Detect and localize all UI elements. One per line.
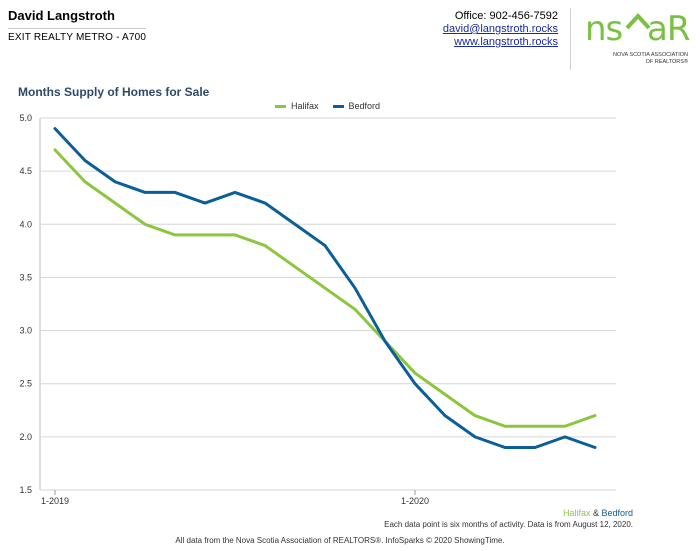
data-point-halifax bbox=[173, 233, 177, 237]
data-point-bedford bbox=[143, 191, 147, 194]
footer-series-a: Halifax bbox=[562, 508, 591, 518]
logo-wordmark: ns aR bbox=[585, 9, 691, 58]
legend-item-bedford: Bedford bbox=[332, 101, 381, 111]
y-tick-label: 2.0 bbox=[19, 432, 32, 442]
agent-name: David Langstroth bbox=[8, 8, 115, 23]
logo-wordmark-graphic: ns aR bbox=[585, 9, 691, 49]
data-point-bedford bbox=[53, 127, 57, 130]
footer-amp: & bbox=[590, 508, 602, 518]
data-point-halifax bbox=[443, 393, 447, 396]
nsar-logo: ns aR NOVA SCOTIA ASSOCIATION OF REALTOR… bbox=[570, 8, 699, 70]
data-point-bedford bbox=[413, 382, 417, 385]
data-point-halifax bbox=[233, 233, 237, 237]
data-point-bedford bbox=[533, 446, 537, 449]
data-point-bedford bbox=[443, 414, 447, 417]
data-point-halifax bbox=[593, 414, 597, 417]
y-tick-label: 3.5 bbox=[19, 272, 32, 282]
data-point-halifax bbox=[473, 414, 477, 417]
chart-grid bbox=[39, 117, 616, 491]
legend-swatch-bedford bbox=[332, 104, 344, 108]
logo-subtitle-line1: NOVA SCOTIA ASSOCIATION bbox=[613, 52, 688, 58]
data-point-halifax bbox=[83, 180, 87, 183]
website-link[interactable]: www.langstroth.rocks bbox=[454, 36, 558, 48]
data-point-halifax bbox=[323, 286, 327, 290]
data-point-bedford bbox=[593, 446, 597, 449]
legend-item-halifax: Halifax bbox=[275, 101, 319, 111]
agent-divider bbox=[8, 28, 146, 29]
data-point-bedford bbox=[263, 201, 267, 205]
y-tick-label: 4.0 bbox=[19, 219, 32, 229]
agent-office: EXIT REALTY METRO - A700 bbox=[8, 32, 147, 43]
x-tick-label: 1-2019 bbox=[41, 496, 69, 506]
series-lines bbox=[53, 127, 597, 449]
contact-info: Office: 902-456-7592 david@langstroth.ro… bbox=[443, 10, 558, 49]
y-tick-label: 1.5 bbox=[19, 485, 32, 495]
email-link[interactable]: david@langstroth.rocks bbox=[442, 23, 558, 35]
data-point-halifax bbox=[413, 371, 417, 375]
data-point-halifax bbox=[293, 265, 297, 268]
logo-subtitle-line2: OF REALTORS® bbox=[645, 59, 688, 65]
data-point-halifax bbox=[203, 233, 207, 237]
y-tick-label: 4.5 bbox=[19, 166, 32, 176]
y-tick-label: 5.0 bbox=[19, 113, 32, 123]
legend-label-bedford: Bedford bbox=[348, 101, 381, 111]
y-tick-label: 2.5 bbox=[19, 379, 32, 389]
data-point-bedford bbox=[83, 159, 87, 162]
data-point-halifax bbox=[503, 425, 507, 428]
y-tick-label: 3.0 bbox=[19, 326, 32, 336]
svg-text:aR: aR bbox=[647, 10, 690, 49]
data-point-halifax bbox=[353, 308, 357, 311]
data-point-halifax bbox=[53, 148, 57, 152]
data-point-bedford bbox=[113, 180, 117, 183]
data-point-halifax bbox=[563, 425, 567, 428]
data-point-halifax bbox=[263, 244, 267, 247]
data-point-bedford bbox=[293, 223, 297, 226]
data-point-bedford bbox=[473, 435, 477, 439]
data-point-halifax bbox=[533, 425, 537, 428]
footer-credit: All data from the Nova Scotia Associatio… bbox=[175, 536, 505, 545]
agent-info: David Langstroth EXIT REALTY METRO - A70… bbox=[8, 8, 148, 43]
x-axis-ticks: 1-2019 1-2020 bbox=[41, 490, 429, 506]
legend-swatch-halifax bbox=[275, 104, 286, 108]
chart-title: Months Supply of Homes for Sale bbox=[18, 85, 210, 99]
footer-note: Each data point is six months of activit… bbox=[384, 520, 633, 529]
data-point-bedford bbox=[203, 201, 207, 205]
data-point-bedford bbox=[383, 340, 387, 343]
data-point-bedford bbox=[173, 191, 177, 194]
legend-label-halifax: Halifax bbox=[291, 101, 319, 111]
data-point-bedford bbox=[503, 446, 507, 449]
office-phone: Office: 902-456-7592 bbox=[454, 10, 558, 22]
x-tick-label: 1-2020 bbox=[401, 496, 429, 506]
footer-series-label: Halifax & Bedford bbox=[563, 508, 633, 518]
data-point-bedford bbox=[353, 286, 357, 290]
data-point-bedford bbox=[233, 191, 237, 194]
svg-text:ns: ns bbox=[585, 10, 623, 49]
chart-legend: Halifax Bedford bbox=[275, 101, 380, 111]
footer-series-b: Bedford bbox=[601, 508, 633, 518]
data-point-halifax bbox=[113, 201, 117, 205]
data-point-bedford bbox=[323, 244, 327, 247]
logo-subtitle: NOVA SCOTIA ASSOCIATION OF REALTORS® bbox=[593, 52, 688, 66]
data-point-bedford bbox=[563, 435, 567, 439]
y-axis-ticks: 1.5 2.0 2.5 3.0 3.5 4.0 4.5 5.0 bbox=[19, 113, 32, 495]
data-point-halifax bbox=[143, 223, 147, 226]
